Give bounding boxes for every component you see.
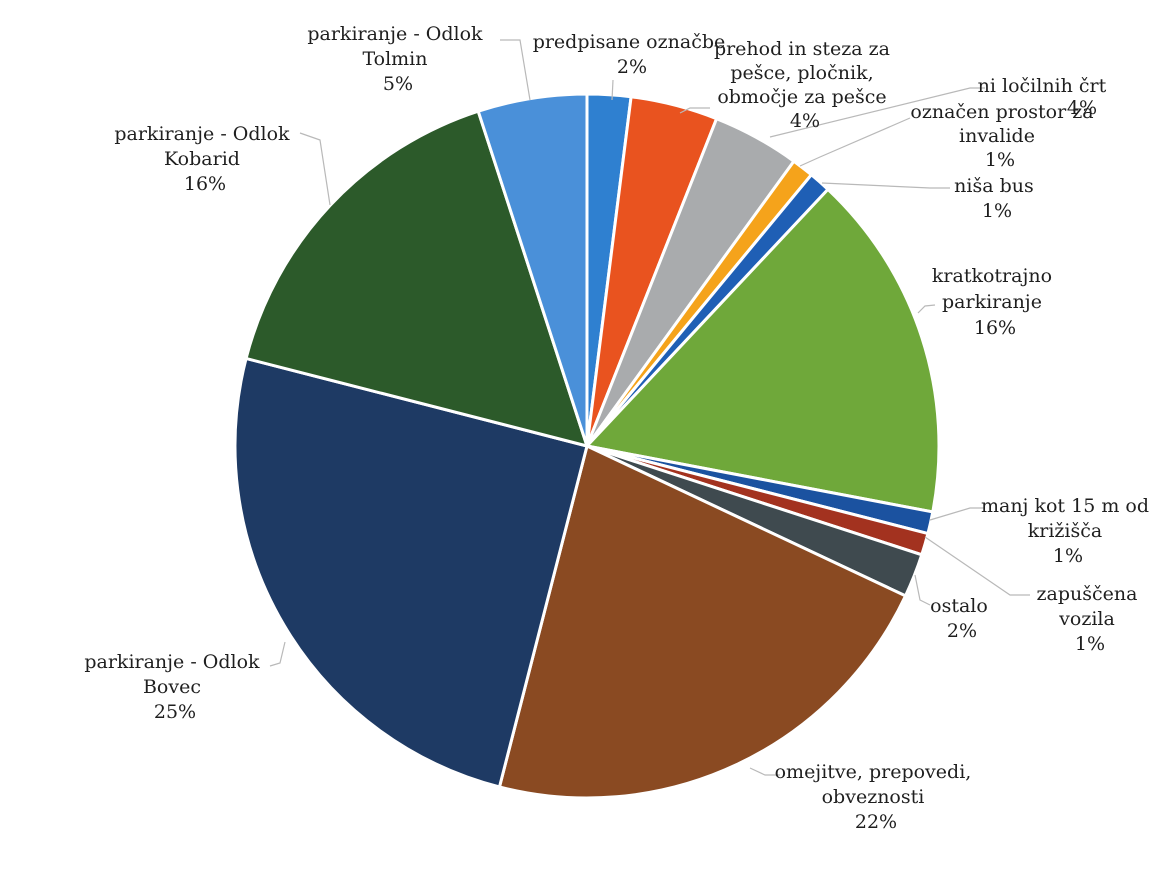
label-nisa: niša bus 1% xyxy=(954,175,1040,222)
pie-slice-5 xyxy=(584,187,941,514)
pie-slice-12 xyxy=(476,92,589,447)
leader-line-predpisane xyxy=(611,79,614,101)
pie-slice-9 xyxy=(497,443,908,800)
label-krizisca: manj kot 15 m od križišča 1% xyxy=(981,495,1155,567)
slice-labels: parkiranje - Odlok Tolmin 5% predpisane … xyxy=(84,23,1155,833)
label-zapuscena: zapuščena vozila 1% xyxy=(1037,583,1144,655)
label-kratkotrajno: kratkotrajno parkiranje 16% xyxy=(932,265,1058,339)
leader-line-tolmin xyxy=(500,39,531,101)
label-omejitve: omejitve, prepovedi, obveznosti 22% xyxy=(775,761,978,833)
leader-line-kobarid xyxy=(299,132,331,206)
label-tolmin: parkiranje - Odlok Tolmin 5% xyxy=(307,23,488,95)
leader-lines xyxy=(269,39,1030,776)
pie-slice-10 xyxy=(233,356,589,789)
label-locilnih: ni ločilnih črt 4% xyxy=(978,75,1113,119)
label-predpisane: predpisane označbe 2% xyxy=(533,31,732,78)
label-kobarid: parkiranje - Odlok Kobarid 16% xyxy=(114,123,295,195)
pie-slices xyxy=(233,92,941,800)
leader-line-krizisca xyxy=(929,507,985,521)
leader-line-bovec xyxy=(269,641,286,667)
label-prehod: prehod in steza za pešce, pločnik, območ… xyxy=(714,38,896,132)
leader-line-invalide xyxy=(799,117,911,167)
leader-line-prehod xyxy=(679,107,710,114)
pie-slice-11 xyxy=(244,109,590,449)
leader-line-kratkotrajno xyxy=(917,304,936,314)
label-invalide: označen prostor za invalide 1% xyxy=(910,101,1099,171)
label-ostalo: ostalo 2% xyxy=(930,595,994,642)
leader-line-ostalo xyxy=(914,574,931,606)
leader-line-zapuscena xyxy=(924,536,1030,596)
label-bovec: parkiranje - Odlok Bovec 25% xyxy=(84,651,265,723)
leader-line-nisa xyxy=(821,182,950,189)
leader-line-omejitve xyxy=(749,767,780,776)
leader-line-locilnih xyxy=(769,87,985,138)
